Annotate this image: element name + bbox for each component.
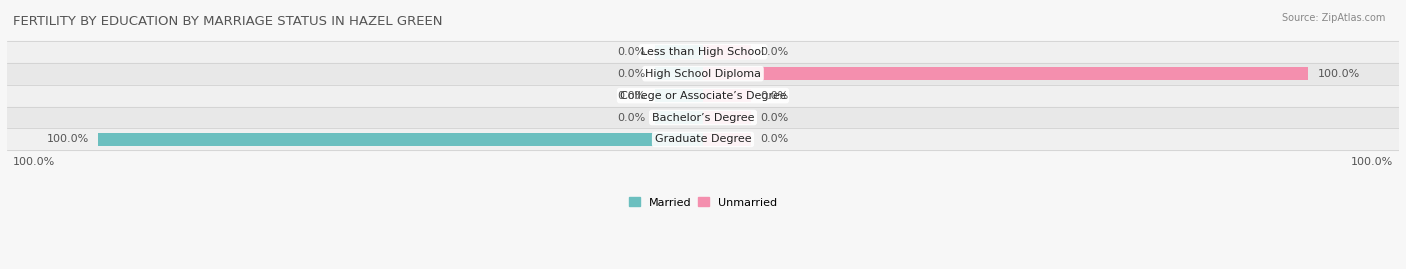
Bar (703, 67, 1308, 80)
Text: 0.0%: 0.0% (761, 47, 789, 57)
Text: College or Associate’s Degree: College or Associate’s Degree (620, 91, 786, 101)
Bar (703, 89, 751, 102)
Bar (655, 89, 703, 102)
Text: Bachelor’s Degree: Bachelor’s Degree (652, 112, 754, 122)
Text: 0.0%: 0.0% (761, 91, 789, 101)
Text: 0.0%: 0.0% (617, 69, 645, 79)
Bar (655, 67, 703, 80)
Bar (655, 111, 703, 124)
Text: 100.0%: 100.0% (1351, 157, 1393, 167)
Bar (7, 107, 1399, 129)
Text: Less than High School: Less than High School (641, 47, 765, 57)
Bar (7, 85, 1399, 107)
Legend: Married, Unmarried: Married, Unmarried (624, 193, 782, 212)
Text: Source: ZipAtlas.com: Source: ZipAtlas.com (1281, 13, 1385, 23)
Text: 0.0%: 0.0% (617, 47, 645, 57)
Text: 100.0%: 100.0% (46, 134, 89, 144)
Text: Graduate Degree: Graduate Degree (655, 134, 751, 144)
Text: 0.0%: 0.0% (761, 134, 789, 144)
Bar (7, 63, 1399, 85)
Bar (7, 129, 1399, 150)
Text: FERTILITY BY EDUCATION BY MARRIAGE STATUS IN HAZEL GREEN: FERTILITY BY EDUCATION BY MARRIAGE STATU… (13, 15, 443, 28)
Text: 100.0%: 100.0% (13, 157, 55, 167)
Bar (703, 45, 751, 59)
Text: High School Diploma: High School Diploma (645, 69, 761, 79)
Text: 0.0%: 0.0% (617, 112, 645, 122)
Bar (655, 45, 703, 59)
Bar (703, 133, 751, 146)
Bar (98, 133, 703, 146)
Text: 0.0%: 0.0% (761, 112, 789, 122)
Text: 100.0%: 100.0% (1317, 69, 1360, 79)
Bar (703, 111, 751, 124)
Bar (7, 41, 1399, 63)
Text: 0.0%: 0.0% (617, 91, 645, 101)
